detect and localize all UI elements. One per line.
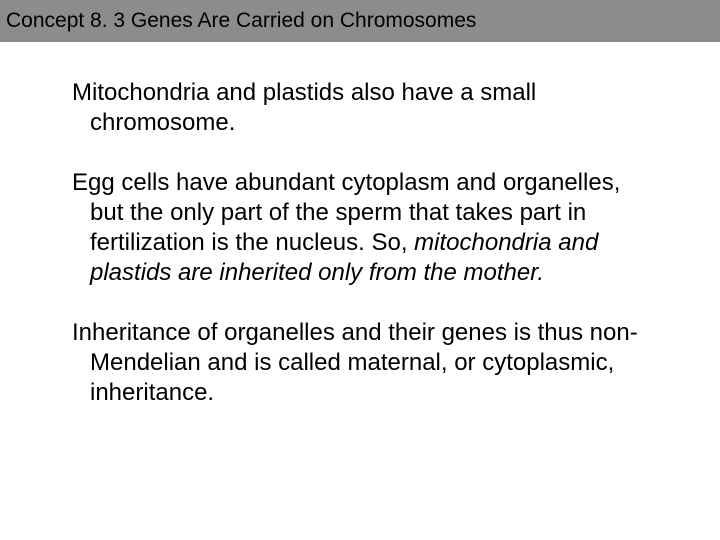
slide-header-bar: Concept 8. 3 Genes Are Carried on Chromo… [0,0,720,42]
paragraph-2: Egg cells have abundant cytoplasm and or… [72,168,650,288]
slide-header-title: Concept 8. 3 Genes Are Carried on Chromo… [6,9,476,33]
paragraph-3: Inheritance of organelles and their gene… [72,318,650,408]
paragraph-1: Mitochondria and plastids also have a sm… [72,78,650,138]
slide-content: Mitochondria and plastids also have a sm… [0,42,720,408]
